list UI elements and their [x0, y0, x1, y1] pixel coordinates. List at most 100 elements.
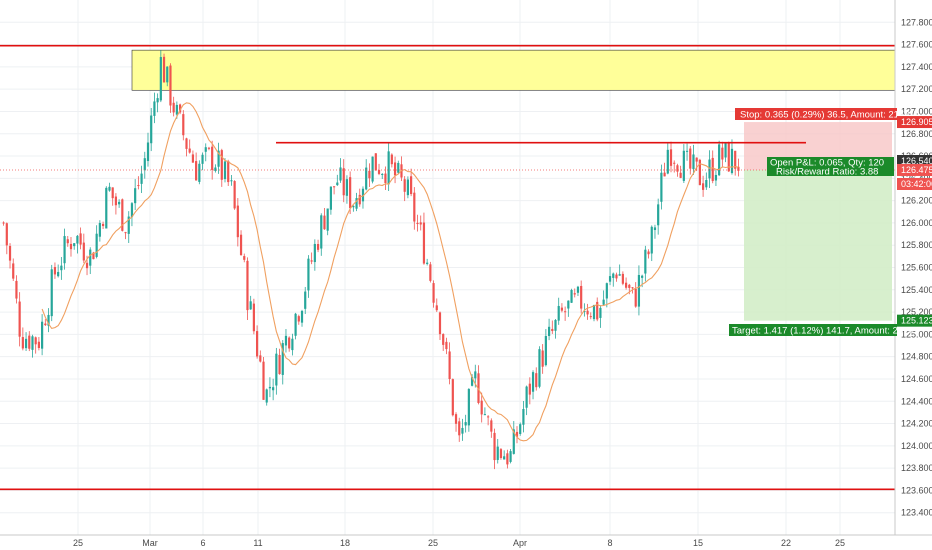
candle-body [528, 383, 531, 395]
candle-body [57, 271, 60, 277]
candle-body [361, 188, 365, 202]
candle-body [217, 150, 220, 167]
candle-body [531, 372, 535, 392]
candle-body [82, 242, 85, 261]
candle-body [374, 153, 377, 171]
candle-body [137, 185, 140, 187]
candle-body [31, 336, 34, 350]
candle-body [381, 173, 384, 175]
candle-body [419, 222, 422, 225]
candle-body [721, 147, 724, 160]
y-tick-label: 127.800 [901, 17, 932, 27]
candle-body [326, 208, 329, 231]
candlesticks [2, 50, 740, 470]
candle-body [50, 269, 53, 317]
candle-body [169, 65, 172, 106]
candle-body [544, 336, 547, 366]
candle-body [159, 57, 162, 101]
candle-body [538, 349, 541, 387]
candle-body [711, 157, 714, 182]
candle-body [628, 284, 631, 288]
y-tick-label: 124.800 [901, 352, 932, 362]
candle-body [166, 66, 169, 83]
price-axis[interactable]: 127.800 127.600 127.400 127.200 127.000 126.8… [901, 17, 932, 517]
x-tick-label: 25 [73, 538, 83, 548]
candle-body [448, 351, 451, 379]
candle-body [682, 150, 685, 181]
candle-body [85, 262, 89, 269]
x-tick-label: Mar [142, 538, 158, 548]
stop-price-tag [897, 116, 932, 129]
candle-body [101, 223, 105, 227]
candle-body [589, 316, 592, 318]
candle-body [390, 154, 393, 165]
y-tick-label: 127.200 [901, 84, 932, 94]
y-tick-label: 124.000 [901, 441, 932, 451]
candle-body [698, 159, 701, 186]
candle-body [689, 148, 692, 169]
candle-body [121, 199, 124, 231]
candle-body [198, 163, 201, 182]
candle-body [76, 235, 79, 244]
candle-body [191, 154, 195, 163]
candle-body [586, 310, 589, 315]
target-label[interactable]: Target: 1.417 (1.12%) 141.7, Amount: 237… [729, 324, 914, 337]
candle-body [140, 173, 143, 184]
candle-body [134, 188, 137, 204]
candle-body [130, 203, 134, 218]
candle-body [233, 181, 236, 209]
candle-body [66, 239, 69, 244]
candle-body [679, 172, 682, 178]
target-price-tag [897, 314, 932, 327]
time-axis[interactable]: 25 Mar 6 11 18 25 Apr 8 15 22 25 [73, 538, 845, 548]
candle-body [333, 186, 336, 188]
candle-body [557, 305, 560, 321]
candle-body [535, 373, 538, 388]
candle-body [608, 276, 612, 282]
candle-body [162, 56, 166, 83]
candle-body [692, 154, 695, 170]
candle-body [669, 149, 673, 166]
candle-body [252, 303, 255, 332]
candle-body [111, 187, 114, 199]
y-tick-label: 127.400 [901, 62, 932, 72]
candle-body [564, 311, 567, 313]
open-pl-label[interactable]: Open P&L: 0.065, Qty: 120 Risk/Reward Ra… [767, 157, 894, 178]
y-tick-label: 127.600 [901, 40, 932, 50]
x-tick-label: Apr [513, 538, 527, 548]
candle-body [114, 196, 118, 206]
moving-average-line [41, 102, 739, 442]
candle-body [239, 234, 243, 256]
candle-body [12, 263, 15, 279]
candle-body [653, 227, 657, 231]
candle-body [204, 147, 207, 152]
candle-body [34, 337, 37, 345]
candle-body [365, 167, 368, 190]
candle-body [730, 148, 734, 174]
candle-body [47, 314, 50, 326]
candle-body [329, 186, 332, 210]
candle-body [316, 243, 320, 250]
candle-body [666, 149, 669, 174]
candle-body [185, 138, 188, 149]
y-tick-label: 126.000 [901, 218, 932, 228]
candle-body [236, 205, 239, 238]
candle-body [734, 150, 737, 169]
candle-body [397, 162, 400, 173]
candle-body [592, 304, 596, 320]
candle-body [105, 187, 108, 229]
candle-body [127, 216, 130, 234]
candle-body [24, 338, 28, 349]
candle-body [60, 265, 63, 271]
candle-body [320, 215, 323, 249]
candle-body [422, 222, 426, 264]
candle-body [300, 310, 304, 323]
candle-body [621, 273, 624, 284]
candle-body [69, 243, 73, 250]
candle-body [352, 205, 355, 208]
candle-body [576, 286, 580, 293]
candle-body [631, 287, 634, 289]
stop-label[interactable]: Stop: 0.365 (0.29%) 36.5, Amount: 2156. [735, 108, 912, 121]
